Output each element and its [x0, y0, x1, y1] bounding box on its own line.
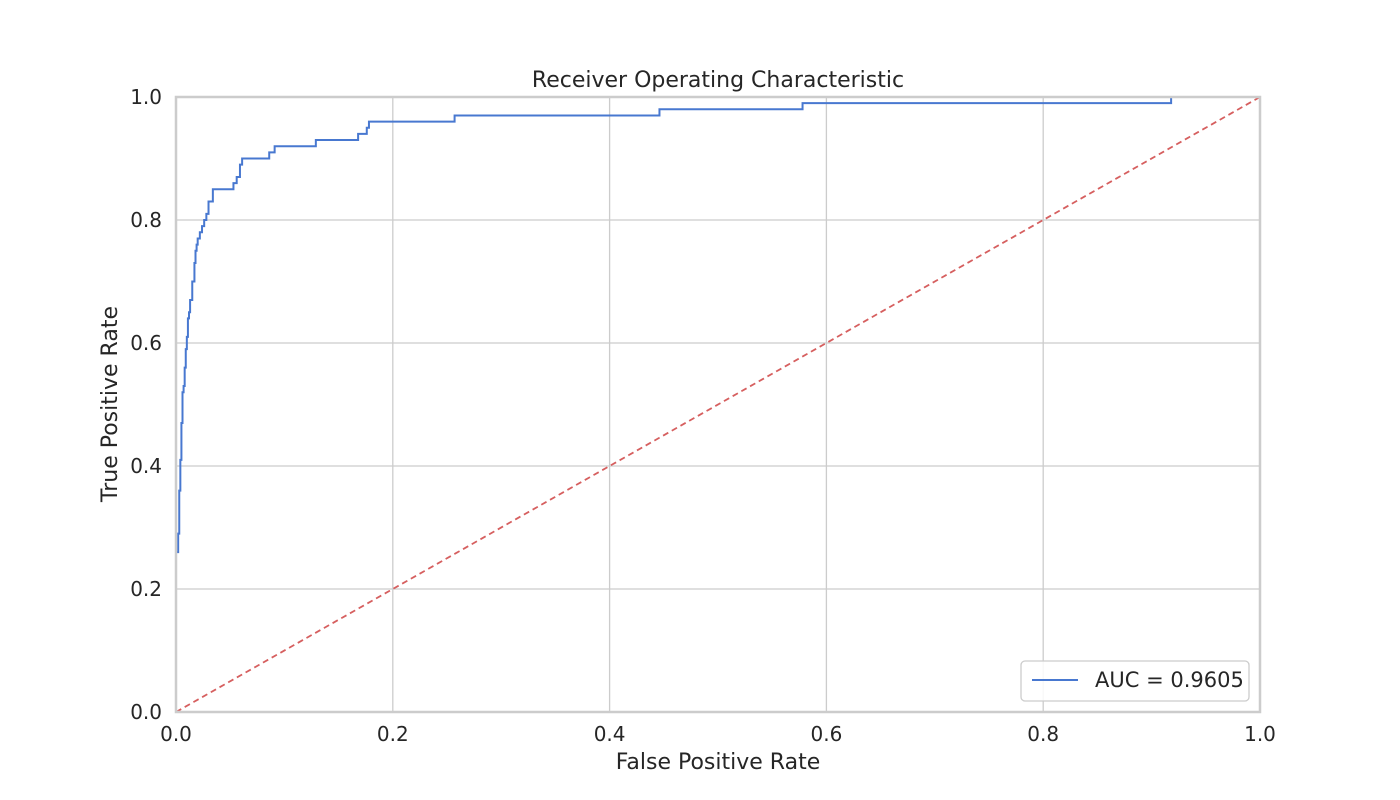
plot-series	[175, 96, 1261, 713]
x-tick-label: 0.0	[160, 722, 192, 746]
legend-label: AUC = 0.9605	[1095, 668, 1244, 692]
x-tick-label: 0.2	[377, 722, 409, 746]
y-tick-label: 0.4	[130, 454, 162, 478]
x-tick-label: 0.4	[594, 722, 626, 746]
roc-curve	[175, 96, 1260, 712]
tick-labels: 0.0 0.2 0.4 0.6 0.8 1.0 0.0 0.2 0.4 0.6 0.8 1.0	[130, 85, 1276, 746]
plot-area-border	[174, 95, 1262, 714]
chance-line	[175, 96, 1261, 713]
y-tick-label: 0.0	[130, 700, 162, 724]
chart-title: Receiver Operating Characteristic	[532, 68, 904, 93]
x-tick-label: 1.0	[1244, 722, 1276, 746]
x-axis-label: False Positive Rate	[616, 750, 820, 775]
y-tick-label: 0.2	[130, 577, 162, 601]
y-tick-label: 0.6	[130, 331, 162, 355]
legend: AUC = 0.9605	[1020, 660, 1250, 702]
legend-box	[1020, 660, 1250, 702]
y-tick-label: 0.8	[130, 208, 162, 232]
x-tick-label: 0.6	[810, 722, 842, 746]
y-tick-label: 1.0	[130, 85, 162, 109]
y-axis-label: True Positive Rate	[98, 306, 123, 503]
x-tick-label: 0.8	[1027, 722, 1059, 746]
